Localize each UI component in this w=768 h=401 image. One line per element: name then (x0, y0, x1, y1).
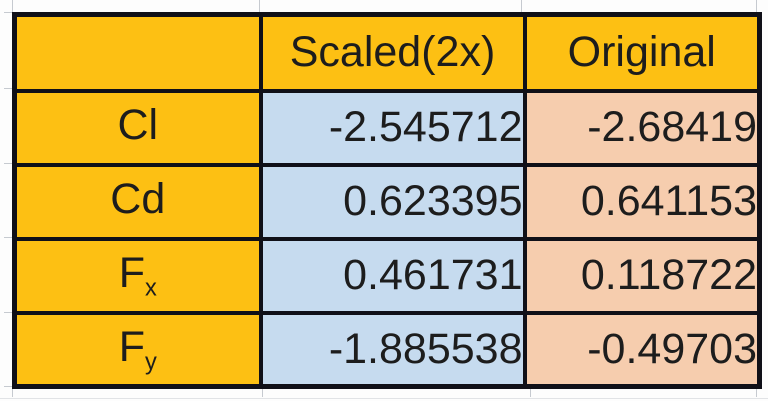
row-label-cell[interactable]: Fy (12, 310, 263, 389)
gridline-stub (756, 0, 757, 12)
header-row: Scaled(2x) Original (12, 12, 762, 93)
row-label-cell[interactable]: Cl (12, 88, 263, 167)
table-row: Cd 0.623395 0.641153 (12, 162, 762, 241)
row-label: F (118, 248, 145, 297)
scaled-value-cell[interactable]: 0.461731 (258, 236, 527, 315)
gridline-stub (4, 88, 12, 89)
gridline-stub (4, 386, 12, 387)
gridline-stub (530, 387, 531, 397)
row-label-subscript: x (144, 275, 157, 302)
gridline-stub (4, 237, 12, 238)
original-value-cell[interactable]: -0.49703 (522, 310, 762, 389)
header-original-cell[interactable]: Original (522, 12, 762, 93)
row-label-cell[interactable]: Cd (12, 162, 263, 241)
original-value-cell[interactable]: -2.68419 (522, 88, 762, 167)
table-row: Fy -1.885538 -0.49703 (12, 310, 762, 389)
original-value-cell[interactable]: 0.641153 (522, 162, 762, 241)
scaled-value-cell[interactable]: -2.545712 (258, 88, 527, 167)
gridline-stub (756, 387, 757, 397)
gridline-stub (259, 0, 260, 12)
gridline-stub (4, 312, 12, 313)
results-table: Scaled(2x) Original Cl -2.545712 -2.6841… (12, 12, 762, 389)
gridline-stub (0, 398, 768, 399)
table-row: Cl -2.545712 -2.68419 (12, 88, 762, 167)
row-label-cell[interactable]: Fx (12, 236, 263, 315)
row-label: F (118, 322, 145, 371)
scaled-value-cell[interactable]: 0.623395 (258, 162, 527, 241)
scaled-value-cell[interactable]: -1.885538 (258, 310, 527, 389)
gridline-stub (12, 387, 13, 397)
table-row: Fx 0.461731 0.118722 (12, 236, 762, 315)
gridline-stub (262, 387, 263, 397)
row-label: Cd (110, 174, 166, 223)
gridline-stub (521, 0, 522, 12)
header-scaled-cell[interactable]: Scaled(2x) (258, 12, 527, 93)
gridline-stub (4, 12, 12, 13)
header-empty-cell[interactable] (12, 12, 263, 93)
original-value-cell[interactable]: 0.118722 (522, 236, 762, 315)
row-label-subscript: y (144, 348, 157, 375)
row-label: Cl (117, 100, 159, 149)
gridline-stub (12, 0, 13, 12)
gridline-stub (4, 163, 12, 164)
